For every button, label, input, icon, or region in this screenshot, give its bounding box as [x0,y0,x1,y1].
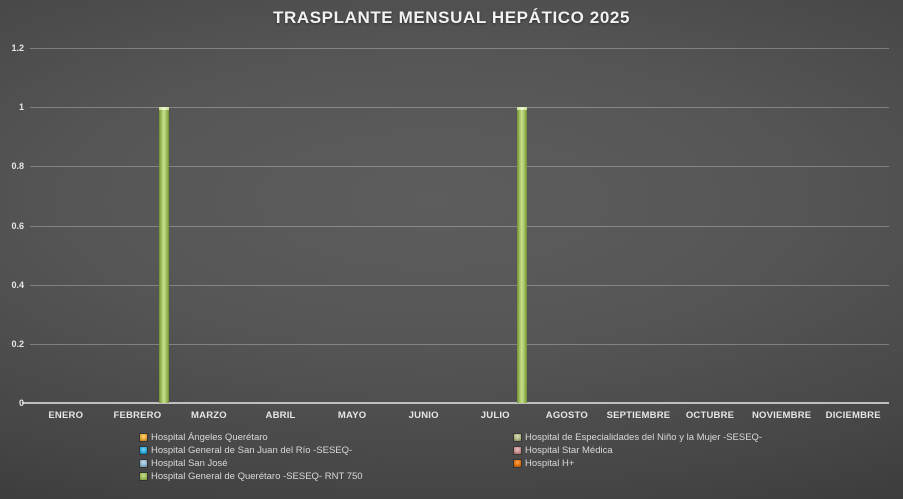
legend-series-label: Hospital H+ [525,458,575,469]
bar-top-highlight [516,107,527,111]
legend-series-label: Hospital General de San Juan del Río -SE… [151,445,353,456]
x-axis-category-label: MAYO [337,410,367,421]
chart-title: TRASPLANTE MENSUAL HEPÁTICO 2025 [272,8,631,27]
legend-column: Hospital Ángeles Querétaro Hospital Gener… [140,431,363,483]
bar-julio [516,107,527,403]
gridline [30,343,889,345]
legend-series-label: Hospital Star Médica [525,445,613,456]
legend-key-icon [514,460,521,467]
x-axis-category-label: JUNIO [408,410,439,421]
x-axis-category-label: OCTUBRE [685,410,735,421]
legend-column: Hospital de Especialidades del Niño y la… [514,431,762,470]
x-axis-category-label: ABRIL [265,410,296,421]
legend-series-label: Hospital de Especialidades del Niño y la… [525,432,763,443]
y-axis-tick [22,402,30,404]
y-axis-tick-label: 1 [18,102,24,113]
gridline [30,166,889,168]
legend-series-label: Hospital Ángeles Querétaro [151,432,268,443]
legend-key-icon [140,447,147,454]
legend-key-icon [514,434,521,441]
y-axis-tick-label: 0.6 [11,220,24,231]
y-axis-tick-label: 0 [18,398,24,408]
x-axis-category-label: DICIEMBRE [825,410,881,421]
y-axis-tick-label: 0.2 [11,338,24,349]
x-axis-category-label: SEPTIEMBRE [606,410,671,421]
legend-key-icon [140,473,147,480]
gridline [30,48,889,49]
legend-item: Hospital Ángeles Querétaro [140,431,363,444]
legend-item: Hospital Star Médica [514,444,762,457]
gridline [30,284,889,286]
gridline [30,225,889,227]
legend-key-icon [514,447,521,454]
x-axis-category-label: AGOSTO [545,410,588,421]
gridline [30,107,889,109]
legend-item: Hospital General de San Juan del Río -SE… [140,444,363,457]
x-axis-category-label: NOVIEMBRE [751,410,812,421]
x-axis-category-label: JULIO [480,410,510,421]
x-axis-line [30,402,889,404]
legend-key-icon [140,460,147,467]
bar-top-highlight [158,107,169,111]
legend-item: Hospital de Especialidades del Niño y la… [514,431,762,444]
y-axis-tick-label: 0.8 [11,161,24,172]
legend-series-label: Hospital San José [151,458,228,469]
legend-item: Hospital San José [140,457,363,470]
legend-series-label: Hospital General de Querétaro -SESEQ- RN… [151,471,363,482]
legend-key-icon [140,434,147,441]
y-axis-tick-label: 1.2 [11,43,24,53]
legend-item: Hospital General de Querétaro -SESEQ- RN… [140,470,363,483]
legend-item: Hospital H+ [514,457,762,470]
x-axis-category-label: MARZO [191,410,227,421]
x-axis-category-label: FEBRERO [113,410,162,421]
bar-febrero [158,107,169,403]
x-axis-category-label: ENERO [48,410,84,421]
y-axis-tick-label: 0.4 [11,279,24,290]
